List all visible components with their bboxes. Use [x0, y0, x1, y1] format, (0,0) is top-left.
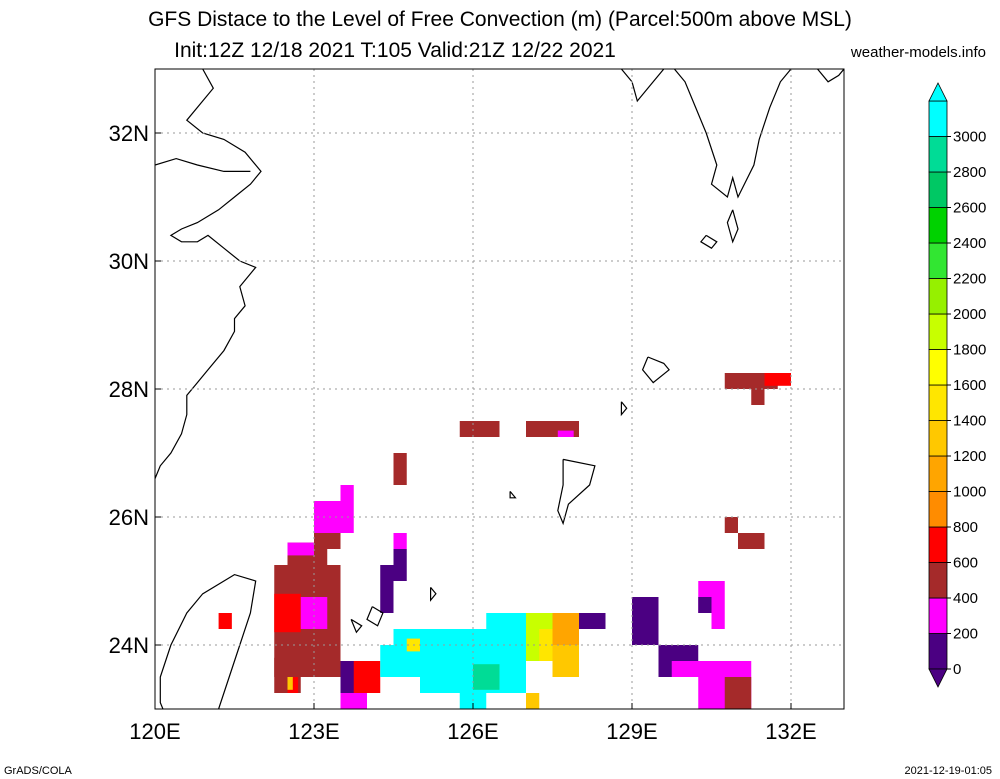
- field-cell: [632, 597, 659, 645]
- colorbar-swatch: [928, 100, 948, 137]
- lat-tick-label: 24N: [109, 633, 149, 658]
- field-cell: [711, 613, 725, 629]
- lon-tick-label: 132E: [765, 719, 816, 744]
- lat-tick-label: 26N: [109, 505, 149, 530]
- colorbar-swatch: [928, 455, 948, 492]
- colorbar-label: 1000: [953, 484, 986, 501]
- map-subtitle: Init:12Z 12/18 2021 T:105 Valid:21Z 12/2…: [174, 39, 616, 62]
- field-cell: [353, 661, 381, 693]
- field-cell: [764, 373, 791, 386]
- footer-software: GrADS/COLA: [4, 765, 72, 777]
- coastline: [620, 69, 665, 103]
- coastline: [699, 234, 718, 249]
- colorbar-label: 800: [953, 519, 978, 536]
- field-cell: [340, 693, 367, 709]
- coastline: [430, 587, 437, 602]
- colorbar-label: 1400: [953, 413, 986, 430]
- colorbar-swatch: [928, 136, 948, 173]
- lon-tick-label: 123E: [288, 719, 339, 744]
- field-cell: [287, 677, 293, 690]
- colorbar-label: 1600: [953, 377, 986, 394]
- colorbar-label: 2000: [953, 306, 986, 323]
- field-cell: [724, 677, 752, 709]
- colorbar-swatch: [928, 349, 948, 386]
- coastline: [620, 401, 628, 417]
- lfc-field: [218, 373, 791, 709]
- coastline: [817, 69, 844, 83]
- colorbar-label: 2800: [953, 164, 986, 181]
- colorbar-label: 2400: [953, 235, 986, 252]
- field-cell: [698, 597, 712, 613]
- field-cell: [579, 613, 606, 629]
- colorbar-swatch: [928, 562, 948, 599]
- colorbar-swatch: [928, 313, 948, 350]
- colorbar-max-arrow: [928, 82, 948, 102]
- colorbar-swatch: [928, 491, 948, 528]
- field-cell: [459, 421, 500, 437]
- field-cell: [751, 389, 765, 405]
- coastline: [159, 573, 257, 709]
- field-cell: [557, 430, 574, 437]
- lon-tick-label: 126E: [447, 719, 498, 744]
- colorbar-label: 600: [953, 555, 978, 572]
- colorbar-label: 2600: [953, 200, 986, 217]
- footer-timestamp: 2021-12-19-01:05: [904, 765, 992, 777]
- field-cell: [393, 453, 407, 485]
- axis-ticks: 120E 123E 126E 129E 132E 24N 26N 28N 30N 32N: [109, 121, 817, 744]
- colorbar-label: 200: [953, 626, 978, 643]
- colorbar-label: 3000: [953, 129, 986, 146]
- coastline: [557, 458, 596, 526]
- field-cell: [380, 565, 394, 613]
- colorbar-swatch: [928, 171, 948, 208]
- colorbar-min-arrow: [928, 668, 948, 688]
- field-cell: [526, 693, 540, 709]
- field-cell: [393, 549, 407, 581]
- field-cell: [274, 593, 301, 633]
- coastline: [366, 606, 384, 627]
- colorbar-label: 1200: [953, 448, 986, 465]
- colorbar-label: 1800: [953, 342, 986, 359]
- colorbar-swatch: [928, 526, 948, 563]
- colorbar-swatch: [928, 384, 948, 421]
- lat-tick-label: 32N: [109, 121, 149, 146]
- colorbar-label: 400: [953, 590, 978, 607]
- colorbar-label: 2200: [953, 271, 986, 288]
- field-cell: [738, 533, 765, 549]
- colorbar-swatch: [928, 633, 948, 670]
- colorbar-label: 0: [953, 661, 961, 678]
- colorbar-swatch: [928, 420, 948, 457]
- lat-tick-label: 30N: [109, 249, 149, 274]
- field-cell: [287, 542, 314, 556]
- gridlines: [155, 69, 844, 709]
- colorbar-swatch: [928, 207, 948, 244]
- coastline: [726, 209, 739, 244]
- lon-tick-label: 129E: [606, 719, 657, 744]
- coastline: [509, 491, 517, 499]
- coastline: [155, 157, 251, 172]
- map-title: GFS Distace to the Level of Free Convect…: [148, 8, 852, 31]
- colorbar-swatch: [928, 597, 948, 634]
- field-cell: [473, 664, 500, 690]
- field-cell: [340, 485, 354, 501]
- coastlines: [155, 69, 844, 709]
- field-cell: [724, 517, 738, 533]
- colorbar-swatch: [928, 242, 948, 279]
- field-cell: [552, 613, 579, 645]
- colorbar: 0 200 400 600 800 1000 1200 1400 1600 1800 2000 220…: [928, 82, 986, 688]
- coastline: [673, 69, 792, 199]
- lon-tick-label: 120E: [129, 719, 180, 744]
- coastline: [350, 618, 363, 634]
- site-credit: weather-models.info: [850, 44, 986, 61]
- field-cell: [300, 597, 328, 629]
- field-cell: [218, 613, 232, 629]
- coastline: [641, 356, 670, 384]
- field-cell: [393, 533, 407, 549]
- coastline: [155, 69, 262, 479]
- colorbar-swatch: [928, 278, 948, 315]
- lat-tick-label: 28N: [109, 377, 149, 402]
